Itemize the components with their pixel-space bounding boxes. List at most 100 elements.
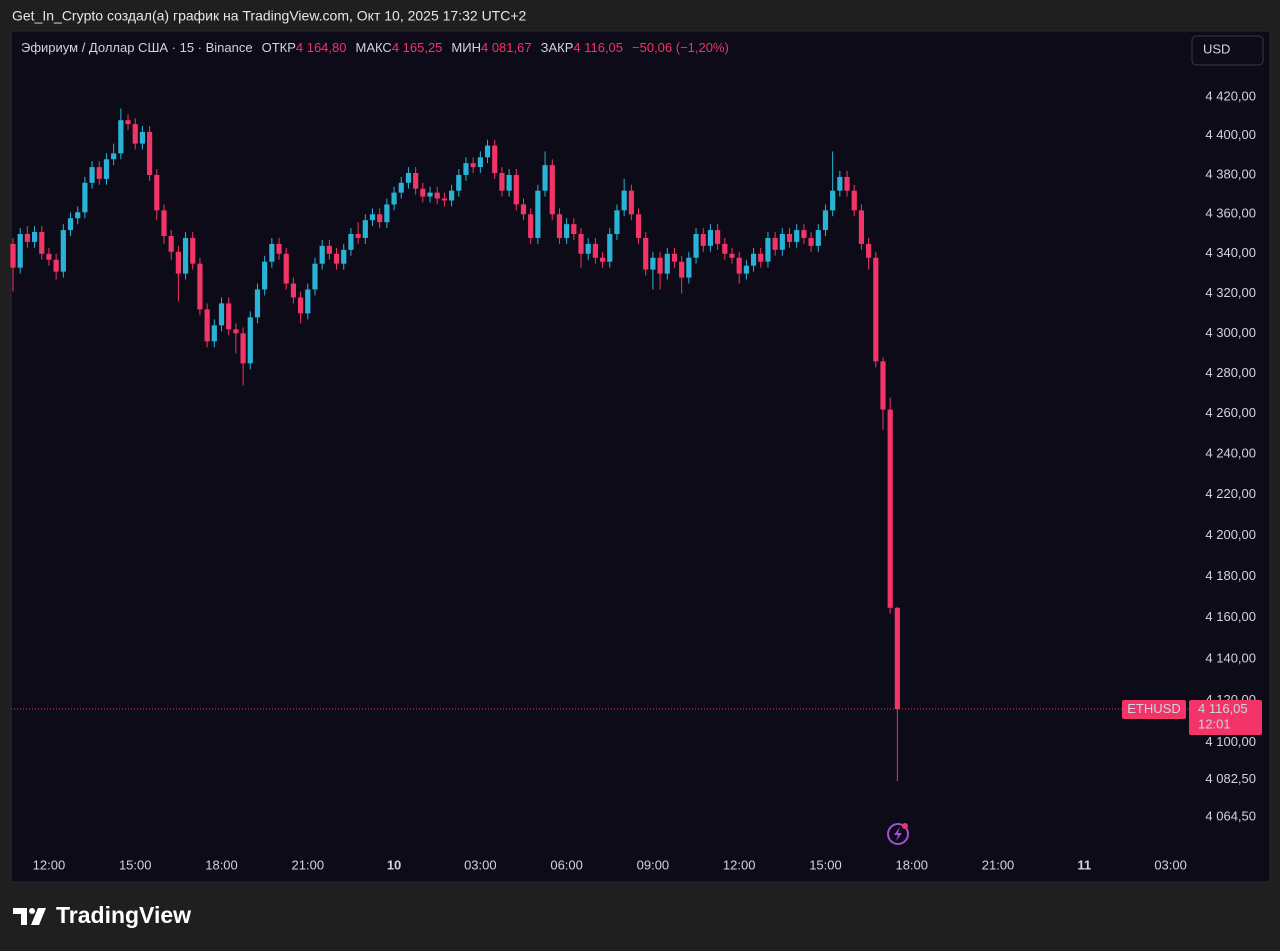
candle-body bbox=[118, 120, 124, 154]
candle-body bbox=[405, 172, 412, 183]
candle-body bbox=[75, 212, 81, 219]
price-label: 4 116,05 bbox=[1198, 701, 1248, 716]
candle-body bbox=[621, 190, 627, 211]
candle-body bbox=[801, 230, 807, 238]
alert-circle[interactable] bbox=[887, 823, 909, 845]
logo-part bbox=[29, 908, 35, 914]
legend-label: МАКС bbox=[355, 40, 391, 55]
candle-body bbox=[463, 163, 469, 175]
candle-body bbox=[111, 153, 117, 160]
candle-body bbox=[528, 214, 534, 238]
candle-body bbox=[377, 214, 383, 223]
symbol-badge bbox=[1122, 700, 1186, 720]
candle-body bbox=[298, 297, 304, 314]
candle-body bbox=[312, 263, 318, 290]
candle-body bbox=[154, 174, 160, 211]
candle-body bbox=[218, 303, 225, 326]
candle-body bbox=[89, 167, 95, 183]
candle-body bbox=[477, 157, 483, 168]
candle-body bbox=[599, 257, 606, 262]
candle-body bbox=[607, 234, 613, 262]
candle-body bbox=[556, 214, 563, 238]
y-tick-label: 4 260,00 bbox=[1205, 405, 1256, 420]
legend-value: 4 081,67 bbox=[481, 40, 532, 55]
candle-body bbox=[844, 176, 850, 191]
x-tick-label: 03:00 bbox=[1154, 857, 1187, 872]
candle-body bbox=[470, 163, 476, 168]
candle-body bbox=[190, 237, 196, 264]
candle-body bbox=[456, 174, 462, 191]
candle-body bbox=[750, 253, 757, 266]
candle-body bbox=[305, 289, 311, 314]
legend: Эфириум / Доллар США · 15 · Binance ОТКР 4… bbox=[21, 40, 729, 55]
candle-body bbox=[887, 409, 893, 608]
x-tick-label: 06:00 bbox=[550, 857, 583, 872]
candle-body bbox=[851, 190, 857, 211]
candle-body bbox=[211, 325, 217, 342]
logo-part bbox=[13, 908, 27, 925]
candle-body bbox=[262, 261, 268, 290]
candle-body bbox=[880, 361, 886, 410]
candle-body bbox=[24, 234, 30, 242]
x-tick-label: 10 bbox=[387, 857, 401, 872]
candle-body bbox=[197, 263, 203, 310]
candle-body bbox=[779, 234, 785, 250]
candle-body bbox=[722, 243, 728, 254]
x-tick-label: 18:00 bbox=[205, 857, 238, 872]
x-tick-label: 18:00 bbox=[895, 857, 928, 872]
candle-body bbox=[53, 259, 59, 272]
candle-body bbox=[592, 243, 598, 258]
price-badge bbox=[1189, 700, 1262, 736]
candle-body bbox=[513, 174, 519, 205]
y-tick-label: 4 200,00 bbox=[1205, 527, 1256, 542]
y-tick-label: 4 160,00 bbox=[1205, 609, 1256, 624]
candle-body bbox=[506, 174, 512, 191]
candle-body bbox=[60, 230, 66, 272]
candle-body bbox=[628, 190, 634, 215]
candle-body bbox=[132, 124, 138, 144]
candle-body bbox=[17, 234, 23, 268]
candle-body bbox=[233, 329, 239, 334]
candle-body bbox=[10, 243, 16, 268]
y-tick-label: 4 380,00 bbox=[1205, 166, 1256, 181]
candle-body bbox=[686, 257, 692, 278]
candle-body bbox=[333, 253, 340, 264]
candle-body bbox=[420, 188, 426, 197]
candle-body bbox=[535, 190, 541, 238]
candle-body bbox=[31, 232, 38, 242]
currency[interactable]: USD bbox=[1203, 41, 1230, 56]
chart-title: Эфириум / Доллар США · 15 · Binance bbox=[21, 40, 253, 55]
currency-button[interactable] bbox=[1191, 35, 1264, 66]
candle-body bbox=[571, 224, 577, 235]
legend-label: ОТКР bbox=[262, 40, 296, 55]
candle-body bbox=[549, 165, 555, 215]
candle-body bbox=[125, 120, 131, 125]
alert-bolt[interactable] bbox=[894, 827, 902, 841]
alert-icon[interactable] bbox=[887, 823, 909, 845]
legend-label: МИН bbox=[451, 40, 481, 55]
candle-body bbox=[650, 257, 656, 270]
candle-body bbox=[46, 253, 52, 260]
candle-body bbox=[226, 303, 232, 330]
candle-body bbox=[765, 237, 771, 262]
y-tick-label: 4 100,00 bbox=[1205, 734, 1256, 749]
candle-body bbox=[866, 243, 872, 258]
candle-body bbox=[614, 210, 620, 235]
candle-body bbox=[82, 182, 88, 213]
candle-body bbox=[693, 234, 699, 258]
y-tick-label: 4 082,50 bbox=[1205, 771, 1256, 786]
candle-body bbox=[758, 253, 764, 262]
candle-body bbox=[822, 210, 829, 231]
x-tick-label: 21:00 bbox=[982, 857, 1015, 872]
x-tick-label: 21:00 bbox=[292, 857, 325, 872]
candle-body bbox=[743, 265, 749, 274]
candle-body bbox=[175, 251, 181, 274]
candle-body bbox=[341, 249, 347, 264]
candle-body bbox=[707, 230, 714, 246]
alert-dot[interactable] bbox=[902, 823, 908, 829]
candle-body bbox=[484, 145, 491, 158]
candle-body bbox=[564, 224, 570, 238]
candle-body bbox=[168, 235, 174, 252]
